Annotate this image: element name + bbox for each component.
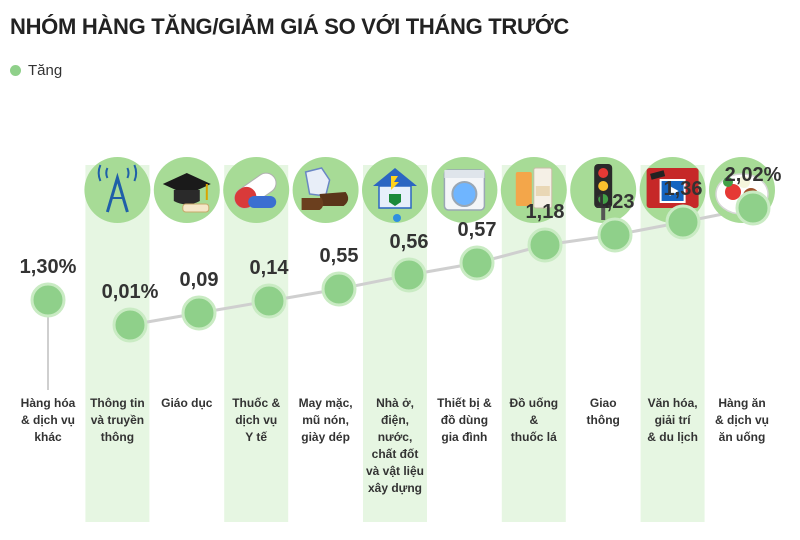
data-point xyxy=(30,282,66,318)
data-point xyxy=(735,190,771,226)
highlight-band xyxy=(85,165,150,522)
category-label: May mặc, mũ nón, giày dép xyxy=(299,396,353,444)
graduation-cap-icon xyxy=(153,157,220,223)
legend-label: Tăng xyxy=(28,62,63,79)
data-point xyxy=(459,245,495,281)
data-label: 1,18 xyxy=(526,201,565,223)
tower-icon xyxy=(84,157,151,223)
data-label: 0,09 xyxy=(180,269,219,291)
data-point xyxy=(181,295,217,331)
data-label: 1,30% xyxy=(20,256,77,278)
data-label: 2,02% xyxy=(725,164,782,186)
shirt-shoe-icon xyxy=(292,157,359,223)
category-label: Nhà ở, điện, nước, chất đốt và vật liệu xây d… xyxy=(366,396,424,495)
category-label: Thuốc & dịch vụ Y tế xyxy=(232,396,280,444)
highlight-band xyxy=(363,165,427,522)
data-label: 0,55 xyxy=(320,245,359,267)
data-point xyxy=(527,227,563,263)
data-point xyxy=(112,307,148,343)
data-label: 0,14 xyxy=(250,257,290,279)
data-label: 1,36 xyxy=(664,178,703,200)
data-label: 0,57 xyxy=(458,219,497,241)
category-label: Thiết bị & đồ dùng gia đình xyxy=(437,396,492,444)
category-label: Giao thông xyxy=(587,396,620,427)
pill-icon xyxy=(223,157,290,223)
category-label: Văn hóa, giải trí & du lịch xyxy=(647,396,698,444)
category-label: Giáo dục xyxy=(161,396,213,410)
data-point xyxy=(597,217,633,253)
legend-marker xyxy=(10,65,21,76)
series-line xyxy=(129,206,754,327)
chart-title: NHÓM HÀNG TĂNG/GIẢM GIÁ SO VỚI THÁNG TRƯ… xyxy=(10,14,569,39)
data-label: 0,56 xyxy=(390,231,429,253)
data-point xyxy=(391,257,427,293)
house-plug-icon xyxy=(362,157,428,223)
washing-machine-icon xyxy=(431,157,498,223)
data-label: 0,01% xyxy=(102,281,159,303)
data-point xyxy=(321,271,357,307)
data-point xyxy=(251,283,287,319)
category-label: Đồ uống & thuốc lá xyxy=(509,396,558,444)
legend: Tăng xyxy=(10,62,62,79)
category-label: Thông tin và truyền thông xyxy=(90,396,145,444)
highlight-band xyxy=(224,165,289,522)
drinks-icon xyxy=(500,157,567,223)
highlight-band xyxy=(501,165,566,522)
traffic-light-icon xyxy=(570,157,637,223)
data-point xyxy=(665,204,701,240)
category-label: Hàng hóa & dịch vụ khác xyxy=(21,396,76,444)
category-label: Hàng ăn & dịch vụ ăn uống xyxy=(715,396,769,444)
data-label: 1,23 xyxy=(596,191,635,213)
